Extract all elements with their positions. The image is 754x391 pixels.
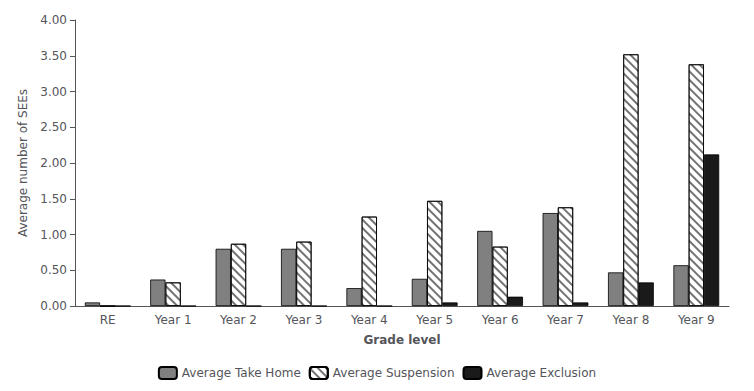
svg-text:3.00: 3.00 xyxy=(40,85,67,99)
svg-text:Average Take Home: Average Take Home xyxy=(182,366,301,380)
svg-text:Year 3: Year 3 xyxy=(284,313,322,327)
svg-text:Average Suspension: Average Suspension xyxy=(333,366,455,380)
svg-text:3.50: 3.50 xyxy=(40,49,67,63)
svg-text:0.00: 0.00 xyxy=(40,299,67,313)
svg-text:Year 1: Year 1 xyxy=(154,313,192,327)
svg-text:Grade level: Grade level xyxy=(363,333,440,347)
svg-text:Year 4: Year 4 xyxy=(350,313,388,327)
svg-text:2.00: 2.00 xyxy=(40,156,67,170)
svg-text:Average number of SEEs: Average number of SEEs xyxy=(16,89,30,237)
svg-text:Year 8: Year 8 xyxy=(611,313,649,327)
svg-text:4.00: 4.00 xyxy=(40,13,67,27)
svg-text:1.00: 1.00 xyxy=(40,228,67,242)
svg-text:Year 5: Year 5 xyxy=(415,313,453,327)
svg-text:Year 7: Year 7 xyxy=(546,313,584,327)
svg-text:Year 9: Year 9 xyxy=(677,313,715,327)
svg-text:0.50: 0.50 xyxy=(40,263,67,277)
svg-text:Year 6: Year 6 xyxy=(481,313,519,327)
svg-text:Year 2: Year 2 xyxy=(219,313,257,327)
svg-text:RE: RE xyxy=(100,313,116,327)
svg-text:1.50: 1.50 xyxy=(40,192,67,206)
svg-text:Average Exclusion: Average Exclusion xyxy=(487,366,597,380)
svg-text:2.50: 2.50 xyxy=(40,120,67,134)
